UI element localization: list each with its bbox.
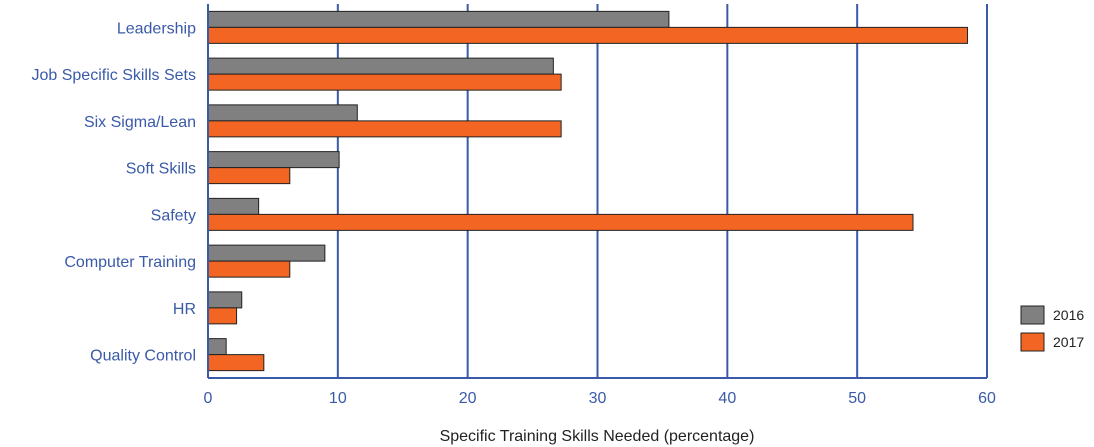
category-labels: Leadership Job Specific Skills Sets Six Si… [31,20,196,364]
bar-2016 [207,151,340,169]
bar-2016 [207,57,554,75]
legend: 2016 2017 [1020,305,1084,352]
category-label: Computer Training [64,254,196,271]
bar-2017 [207,73,562,91]
category-label: Leadership [117,20,196,37]
category-label: Job Specific Skills Sets [31,67,196,84]
legend-swatch-2016 [1020,305,1045,325]
bar-2016 [207,338,227,356]
bar-2016 [207,197,260,215]
legend-label: 2017 [1053,334,1084,350]
bar-2016 [207,244,326,262]
x-tick-label: 40 [718,390,736,407]
bar-2017 [207,354,265,372]
category-label: Safety [151,207,196,224]
x-tick-label: 30 [589,390,607,407]
legend-swatch-2017 [1020,332,1045,352]
bar-2016 [207,291,243,309]
x-tick-label: 60 [978,390,996,407]
bar-2016 [207,10,670,28]
bar-2017 [207,167,291,185]
bar-2016 [207,104,358,122]
bar-2017 [207,307,238,325]
x-axis-label: Specific Training Skills Needed (percent… [440,428,755,445]
legend-label: 2016 [1053,307,1084,323]
bar-2017 [207,26,969,44]
bars [207,10,969,372]
bar-2017 [207,120,562,138]
x-tick-label: 50 [848,390,866,407]
category-label: Quality Control [90,348,196,365]
category-label: Soft Skills [126,161,196,178]
tick-labels: 0 10 20 30 40 50 60 [204,390,996,407]
category-label: HR [173,301,196,318]
x-tick-label: 0 [204,390,213,407]
bar-2017 [207,213,914,231]
x-tick-label: 10 [329,390,347,407]
bar-2017 [207,260,291,278]
axes [207,4,987,379]
category-label: Six Sigma/Lean [84,114,196,131]
x-tick-label: 20 [459,390,477,407]
